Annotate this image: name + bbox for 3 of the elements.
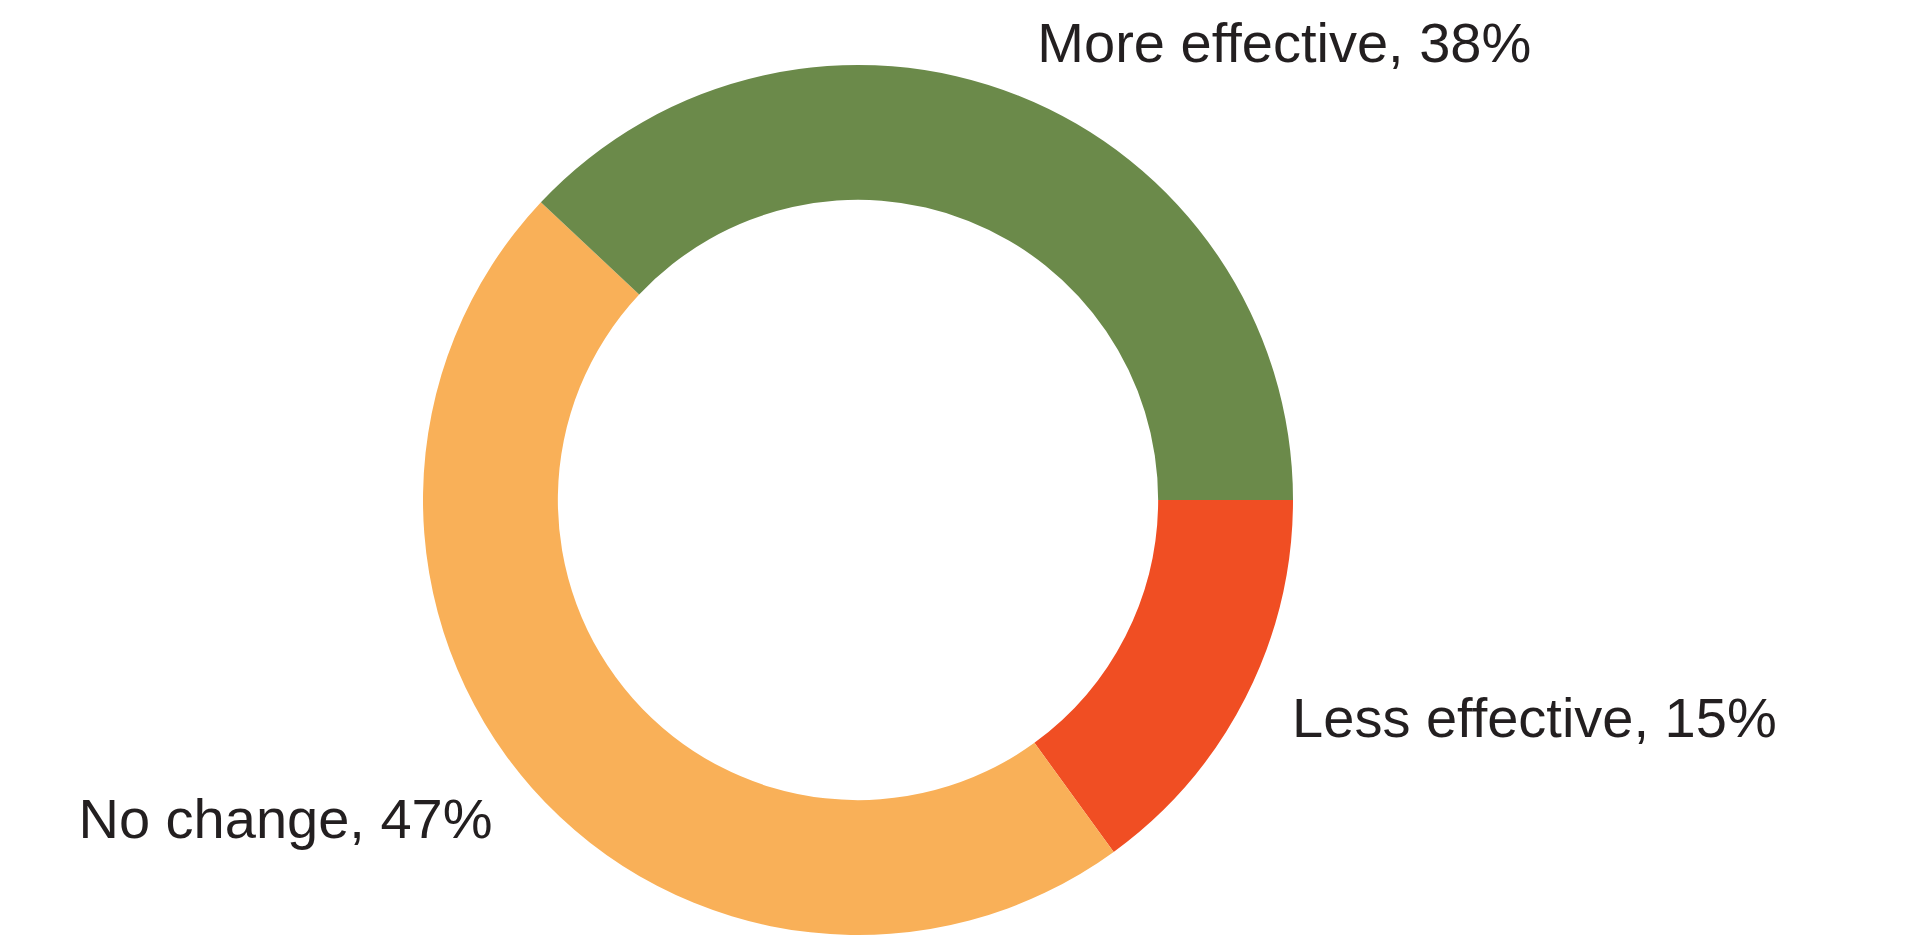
slice-label: No change, 47%	[78, 786, 493, 850]
slice-label: Less effective, 15%	[1292, 685, 1777, 749]
slice-label: More effective, 38%	[1037, 11, 1532, 75]
